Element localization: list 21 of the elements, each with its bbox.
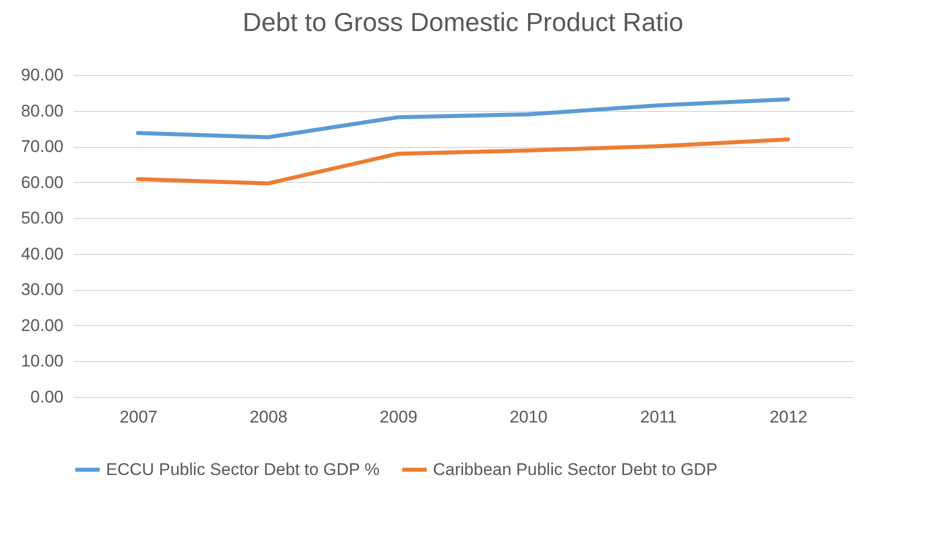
x-tick-label: 2011 (640, 408, 677, 426)
x-tick-label: 2008 (250, 408, 288, 426)
line-series (136, 137, 790, 186)
y-tick-label: 90.00 (20, 66, 64, 84)
y-tick-label: 0.00 (30, 388, 64, 406)
y-tick-label: 80.00 (20, 101, 64, 120)
x-tick-label: 2007 (120, 408, 158, 426)
y-tick-label: 70.00 (20, 137, 64, 156)
chart-title: Debt to Gross Domestic Product Ratio (242, 7, 684, 37)
y-tick-label: 20.00 (20, 316, 64, 335)
y-tick-label: 10.00 (20, 352, 64, 371)
y-tick-label: 50.00 (20, 208, 64, 228)
line-series (136, 97, 790, 140)
y-tick-label: 30.00 (20, 280, 64, 300)
x-tick-label: 2012 (770, 408, 808, 426)
legend-label: ECCU Public Sector Debt to GDP % (106, 460, 380, 479)
y-tick-label: 60.00 (20, 172, 64, 192)
legend-label: Caribbean Public Sector Debt to GDP (433, 460, 718, 479)
x-tick-label: 2009 (380, 408, 418, 426)
y-tick-label: 40.00 (20, 244, 64, 264)
x-tick-label: 2010 (510, 408, 548, 426)
